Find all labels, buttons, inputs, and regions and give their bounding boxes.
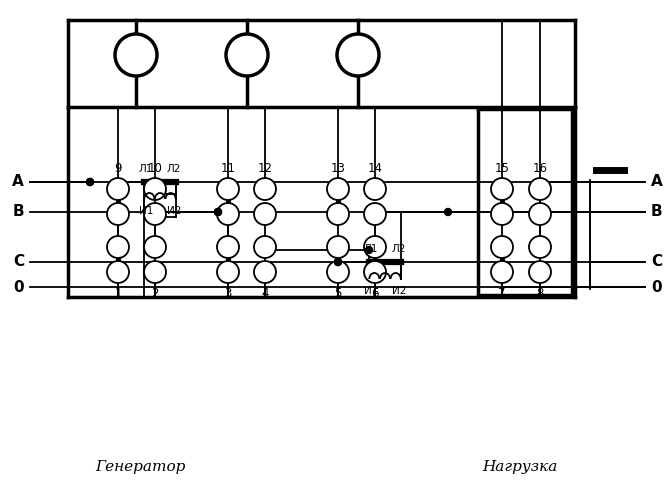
Circle shape (444, 209, 452, 215)
Text: 3: 3 (224, 287, 232, 300)
Circle shape (364, 203, 386, 225)
Circle shape (334, 258, 342, 266)
Circle shape (491, 178, 513, 200)
Circle shape (327, 178, 349, 200)
Circle shape (214, 209, 222, 215)
Circle shape (217, 178, 239, 200)
Text: 8: 8 (536, 287, 543, 300)
Text: И1: И1 (364, 286, 378, 296)
Circle shape (529, 178, 551, 200)
Circle shape (144, 236, 166, 258)
Circle shape (254, 236, 276, 258)
Text: A: A (12, 175, 24, 189)
Text: 11: 11 (220, 162, 235, 175)
Text: 4: 4 (261, 287, 269, 300)
Text: 1: 1 (115, 287, 122, 300)
Text: И2: И2 (167, 206, 181, 216)
Text: 5: 5 (334, 287, 342, 300)
Text: 10: 10 (147, 162, 162, 175)
Text: Нагрузка: Нагрузка (482, 460, 557, 474)
Text: 9: 9 (115, 162, 122, 175)
Circle shape (364, 261, 386, 283)
Circle shape (107, 261, 129, 283)
Text: 15: 15 (494, 162, 509, 175)
Circle shape (107, 236, 129, 258)
Text: И2: И2 (392, 286, 406, 296)
Circle shape (144, 261, 166, 283)
Circle shape (491, 261, 513, 283)
Text: Л1: Л1 (139, 164, 153, 174)
Text: A: A (651, 175, 663, 189)
Circle shape (254, 203, 276, 225)
Circle shape (327, 236, 349, 258)
Text: 16: 16 (533, 162, 547, 175)
Circle shape (254, 261, 276, 283)
Circle shape (334, 258, 342, 266)
Text: B: B (12, 205, 24, 219)
Circle shape (254, 178, 276, 200)
Circle shape (529, 261, 551, 283)
Circle shape (217, 261, 239, 283)
Circle shape (86, 179, 94, 185)
Circle shape (364, 236, 386, 258)
Text: 0: 0 (651, 279, 662, 295)
Circle shape (366, 246, 373, 253)
Text: 7: 7 (498, 287, 506, 300)
Circle shape (214, 209, 222, 215)
Text: 12: 12 (257, 162, 273, 175)
Circle shape (217, 236, 239, 258)
Text: И1: И1 (139, 206, 153, 216)
Text: C: C (651, 254, 662, 270)
Circle shape (107, 203, 129, 225)
Circle shape (364, 178, 386, 200)
Text: Л2: Л2 (392, 244, 406, 254)
Text: B: B (651, 205, 663, 219)
Text: 6: 6 (371, 287, 379, 300)
Circle shape (144, 203, 166, 225)
Text: 0: 0 (13, 279, 24, 295)
Circle shape (144, 178, 166, 200)
Circle shape (491, 203, 513, 225)
Text: 13: 13 (330, 162, 346, 175)
Circle shape (337, 34, 379, 76)
Text: C: C (13, 254, 24, 270)
Circle shape (327, 261, 349, 283)
Circle shape (491, 236, 513, 258)
Text: Л1: Л1 (364, 244, 378, 254)
Circle shape (529, 203, 551, 225)
Circle shape (226, 34, 268, 76)
Text: 14: 14 (368, 162, 383, 175)
Circle shape (107, 178, 129, 200)
Circle shape (115, 34, 157, 76)
Circle shape (217, 203, 239, 225)
Text: 2: 2 (151, 287, 159, 300)
Text: Генератор: Генератор (95, 460, 185, 474)
Text: Л2: Л2 (167, 164, 181, 174)
Circle shape (529, 236, 551, 258)
Circle shape (327, 203, 349, 225)
Circle shape (86, 179, 94, 185)
